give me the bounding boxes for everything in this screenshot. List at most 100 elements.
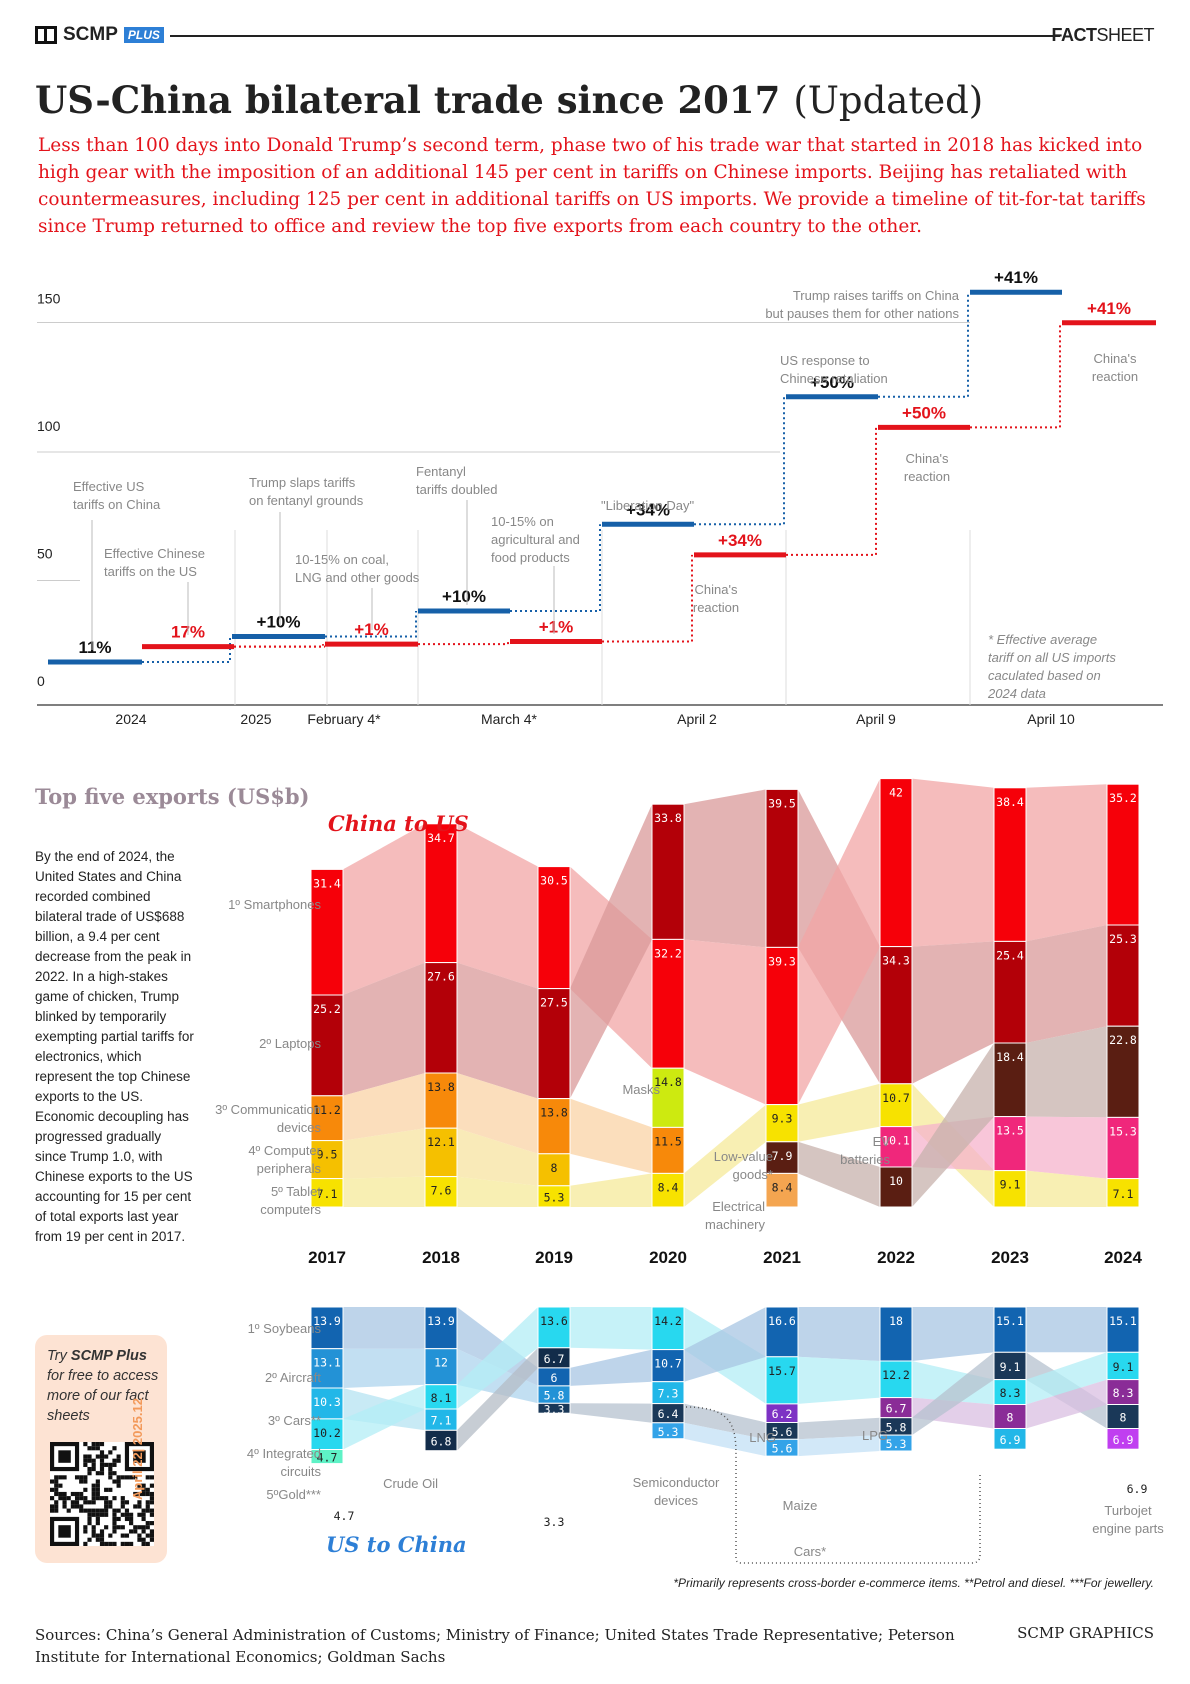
item-label-low-value: Low-value bbox=[714, 1149, 773, 1164]
us-flow bbox=[570, 1403, 652, 1423]
us-flow bbox=[457, 1307, 538, 1409]
china-rank-label: 2º Laptops bbox=[259, 1036, 321, 1051]
china-flow bbox=[457, 823, 538, 989]
china-value-label: 7.1 bbox=[317, 1187, 338, 1201]
qr-module bbox=[108, 1471, 113, 1476]
x-tick-label: 2024 bbox=[115, 711, 146, 727]
us-value-label: 13.9 bbox=[427, 1314, 455, 1328]
qr-module bbox=[91, 1442, 96, 1447]
china-flow bbox=[912, 941, 994, 1084]
qr-module bbox=[108, 1466, 113, 1472]
china-bar-segment bbox=[879, 1166, 913, 1208]
china-value-label: 25.2 bbox=[313, 1002, 341, 1016]
qr-module bbox=[149, 1500, 154, 1505]
china-bar-segment bbox=[879, 1126, 913, 1168]
qr-module bbox=[95, 1487, 100, 1492]
us-bar-segment bbox=[993, 1351, 1027, 1381]
annotation-effective-china: Effective Chinese bbox=[104, 546, 205, 561]
x-tick-label: April 10 bbox=[1027, 711, 1075, 727]
item-label-turbojet: engine parts bbox=[1092, 1521, 1164, 1536]
us-value-label: 13.9 bbox=[313, 1314, 341, 1328]
qr-module bbox=[74, 1504, 80, 1509]
qr-module bbox=[112, 1525, 117, 1530]
china-value-label: 8.4 bbox=[658, 1180, 679, 1194]
promo-pre: Try bbox=[47, 1348, 67, 1364]
qr-module bbox=[137, 1500, 142, 1505]
qr-module bbox=[91, 1525, 96, 1530]
china-step-label: +34% bbox=[718, 531, 762, 550]
qr-module bbox=[87, 1500, 92, 1505]
us-connector bbox=[878, 292, 969, 398]
us-value-label: 5.3 bbox=[658, 1425, 679, 1439]
qr-module bbox=[91, 1500, 96, 1505]
item-label-cars: Cars* bbox=[794, 1544, 827, 1559]
us-flow bbox=[1026, 1379, 1107, 1429]
china-value-label: 27.6 bbox=[427, 970, 455, 984]
y-tick-label: 0 bbox=[37, 673, 45, 689]
china-value-label: 32.2 bbox=[654, 946, 682, 960]
china-connector bbox=[786, 427, 877, 556]
year-label: 2021 bbox=[763, 1248, 801, 1267]
china-value-label: 25.3 bbox=[1109, 932, 1137, 946]
qr-module bbox=[112, 1512, 117, 1517]
china-bar-segment bbox=[993, 1042, 1027, 1118]
annotation-us-response: Chinese retaliation bbox=[780, 371, 888, 386]
qr-code[interactable] bbox=[50, 1442, 154, 1546]
qr-module bbox=[95, 1483, 100, 1488]
qr-module bbox=[62, 1500, 67, 1505]
year-label: 2019 bbox=[535, 1248, 573, 1267]
china-flow bbox=[912, 778, 994, 947]
annotation-china-reaction: China's bbox=[695, 582, 738, 597]
china-flow bbox=[1026, 1170, 1107, 1207]
item-label-ev: batteries bbox=[840, 1152, 890, 1167]
qr-module bbox=[99, 1442, 105, 1447]
us-flow bbox=[457, 1347, 538, 1451]
us-value-label: 4.7 bbox=[334, 1509, 355, 1523]
china-value-label: 5.3 bbox=[544, 1190, 565, 1204]
page-title: US-China bilateral trade since 2017 (Upd… bbox=[35, 78, 983, 122]
qr-module bbox=[112, 1516, 117, 1522]
china-flow bbox=[343, 1073, 425, 1141]
china-value-label: 34.3 bbox=[882, 954, 910, 968]
china-value-label: 13.8 bbox=[540, 1106, 568, 1120]
china-flow bbox=[457, 1176, 538, 1207]
us-bar-segment bbox=[1106, 1428, 1140, 1450]
qr-module bbox=[137, 1537, 142, 1542]
qr-module bbox=[120, 1496, 125, 1501]
qr-module bbox=[104, 1525, 109, 1530]
china-connector bbox=[602, 554, 693, 643]
qr-module bbox=[145, 1525, 150, 1530]
qr-module bbox=[83, 1541, 88, 1546]
qr-module bbox=[116, 1483, 121, 1488]
us-value-label: 5.3 bbox=[886, 1437, 907, 1451]
qr-finder bbox=[133, 1450, 146, 1463]
china-value-label: 7.1 bbox=[1113, 1187, 1134, 1201]
qr-module bbox=[133, 1475, 138, 1480]
china-value-label: 9.3 bbox=[772, 1112, 793, 1126]
qr-module bbox=[145, 1508, 150, 1513]
qr-module bbox=[112, 1521, 117, 1526]
qr-module bbox=[95, 1442, 100, 1447]
us-value-label: 6.9 bbox=[1113, 1433, 1134, 1447]
qr-module bbox=[79, 1479, 84, 1484]
qr-module bbox=[58, 1483, 63, 1488]
qr-module bbox=[129, 1529, 134, 1534]
header-rule bbox=[170, 35, 1060, 37]
us-bar-segment bbox=[765, 1306, 799, 1358]
qr-module bbox=[62, 1491, 67, 1497]
annotation-china-reaction: reaction bbox=[1092, 369, 1138, 384]
us-bar-segment bbox=[879, 1434, 913, 1452]
qr-module bbox=[99, 1471, 105, 1476]
qr-module bbox=[58, 1491, 63, 1497]
qr-module bbox=[54, 1491, 59, 1497]
qr-module bbox=[91, 1458, 96, 1463]
qr-module bbox=[83, 1496, 88, 1501]
qr-module bbox=[137, 1504, 142, 1509]
us-step-label: +50% bbox=[810, 373, 854, 392]
us-value-label: 15.1 bbox=[1109, 1314, 1137, 1328]
us-rank-label: 5ºGold*** bbox=[266, 1487, 321, 1502]
china-flow bbox=[912, 1043, 994, 1207]
qr-module bbox=[124, 1516, 130, 1522]
china-bar-segment bbox=[765, 946, 799, 1106]
us-value-label: 6.8 bbox=[431, 1435, 452, 1449]
